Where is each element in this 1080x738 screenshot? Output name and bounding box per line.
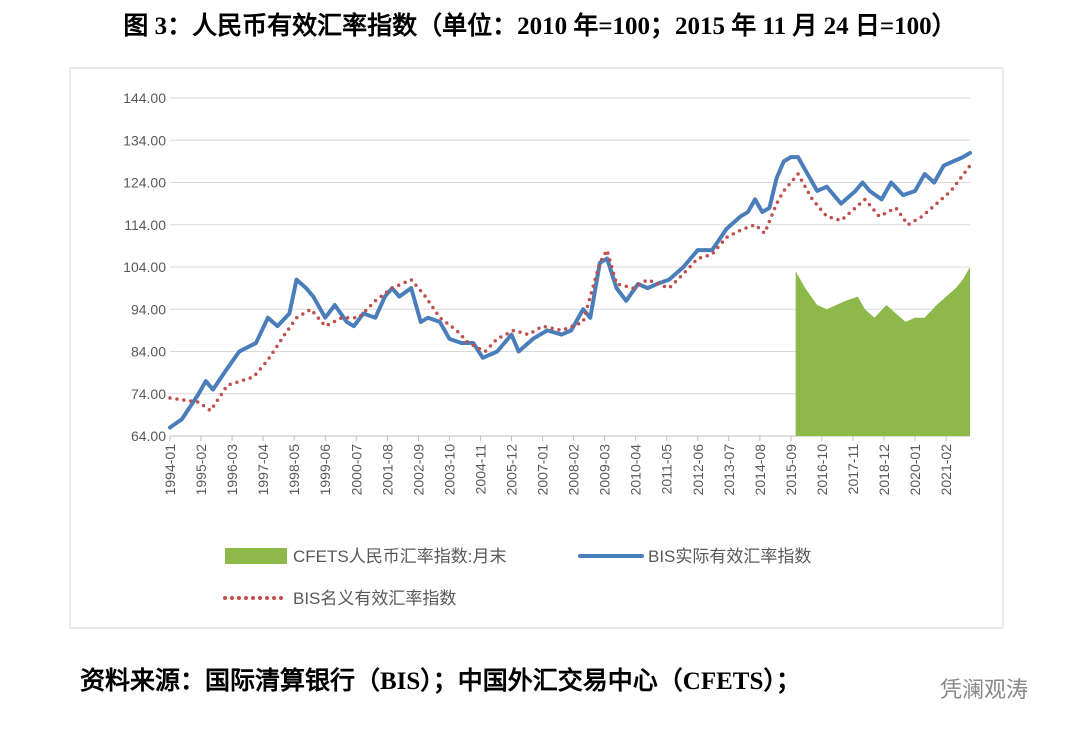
x-tick-label: 2008-02 <box>566 444 582 496</box>
y-tick-label: 124.00 <box>123 175 166 191</box>
x-tick-label: 2014-08 <box>752 444 768 496</box>
x-tick-label: 2001-08 <box>379 444 395 496</box>
x-tick-label: 2018-12 <box>876 444 892 496</box>
x-tick-label: 1998-05 <box>286 444 302 496</box>
x-tick-label: 2011-05 <box>659 444 675 495</box>
x-tick-label: 2010-04 <box>628 444 644 496</box>
y-tick-label: 114.00 <box>124 217 166 233</box>
y-tick-label: 144.00 <box>123 90 166 106</box>
area <box>795 267 970 436</box>
x-tick-label: 2002-09 <box>410 444 426 496</box>
x-tick-label: 2004-11 <box>472 444 488 495</box>
x-tick-label: 1997-04 <box>255 444 271 496</box>
y-tick-label: 64.00 <box>131 428 166 444</box>
x-tick-label: 2007-01 <box>535 444 551 496</box>
watermark: 凭澜观涛 <box>940 677 1028 702</box>
x-tick-label: 1995-02 <box>193 444 209 496</box>
x-tick-label: 1994-01 <box>162 444 178 496</box>
y-tick-label: 134.00 <box>123 132 166 148</box>
legend-label: BIS实际有效汇率指数 <box>648 547 811 566</box>
chart-title: 图 3：人民币有效汇率指数（单位：2010 年=100；2015 年 11 月 … <box>123 11 956 40</box>
y-tick-label: 94.00 <box>131 301 166 317</box>
legend-swatch <box>225 548 287 564</box>
y-tick-label: 104.00 <box>123 259 166 275</box>
x-tick-label: 2012-06 <box>690 444 706 496</box>
x-tick-label: 2020-01 <box>907 444 923 496</box>
source-note: 资料来源：国际清算银行（BIS）；中国外汇交易中心（CFETS）； <box>80 666 801 695</box>
legend-label: BIS名义有效汇率指数 <box>293 589 456 608</box>
x-tick-label: 2000-07 <box>348 444 364 496</box>
x-tick-label: 2005-12 <box>503 444 519 496</box>
x-tick-label: 2003-10 <box>441 444 457 496</box>
x-tick-label: 2009-03 <box>597 444 613 496</box>
y-tick-label: 84.00 <box>131 344 166 360</box>
x-tick-label: 1999-06 <box>317 444 333 496</box>
x-tick-label: 2015-09 <box>783 444 799 496</box>
chart-frame <box>69 67 1004 629</box>
x-tick-label: 1996-03 <box>224 444 240 496</box>
dotted-line <box>168 163 972 413</box>
x-tick-label: 2021-02 <box>938 444 954 496</box>
legend-label: CFETS人民币汇率指数:月末 <box>293 547 506 566</box>
x-tick-label: 2016-10 <box>814 444 830 496</box>
y-tick-label: 74.00 <box>131 386 166 402</box>
x-tick-label: 2017-11 <box>845 444 861 495</box>
x-tick-label: 2013-07 <box>721 444 737 496</box>
